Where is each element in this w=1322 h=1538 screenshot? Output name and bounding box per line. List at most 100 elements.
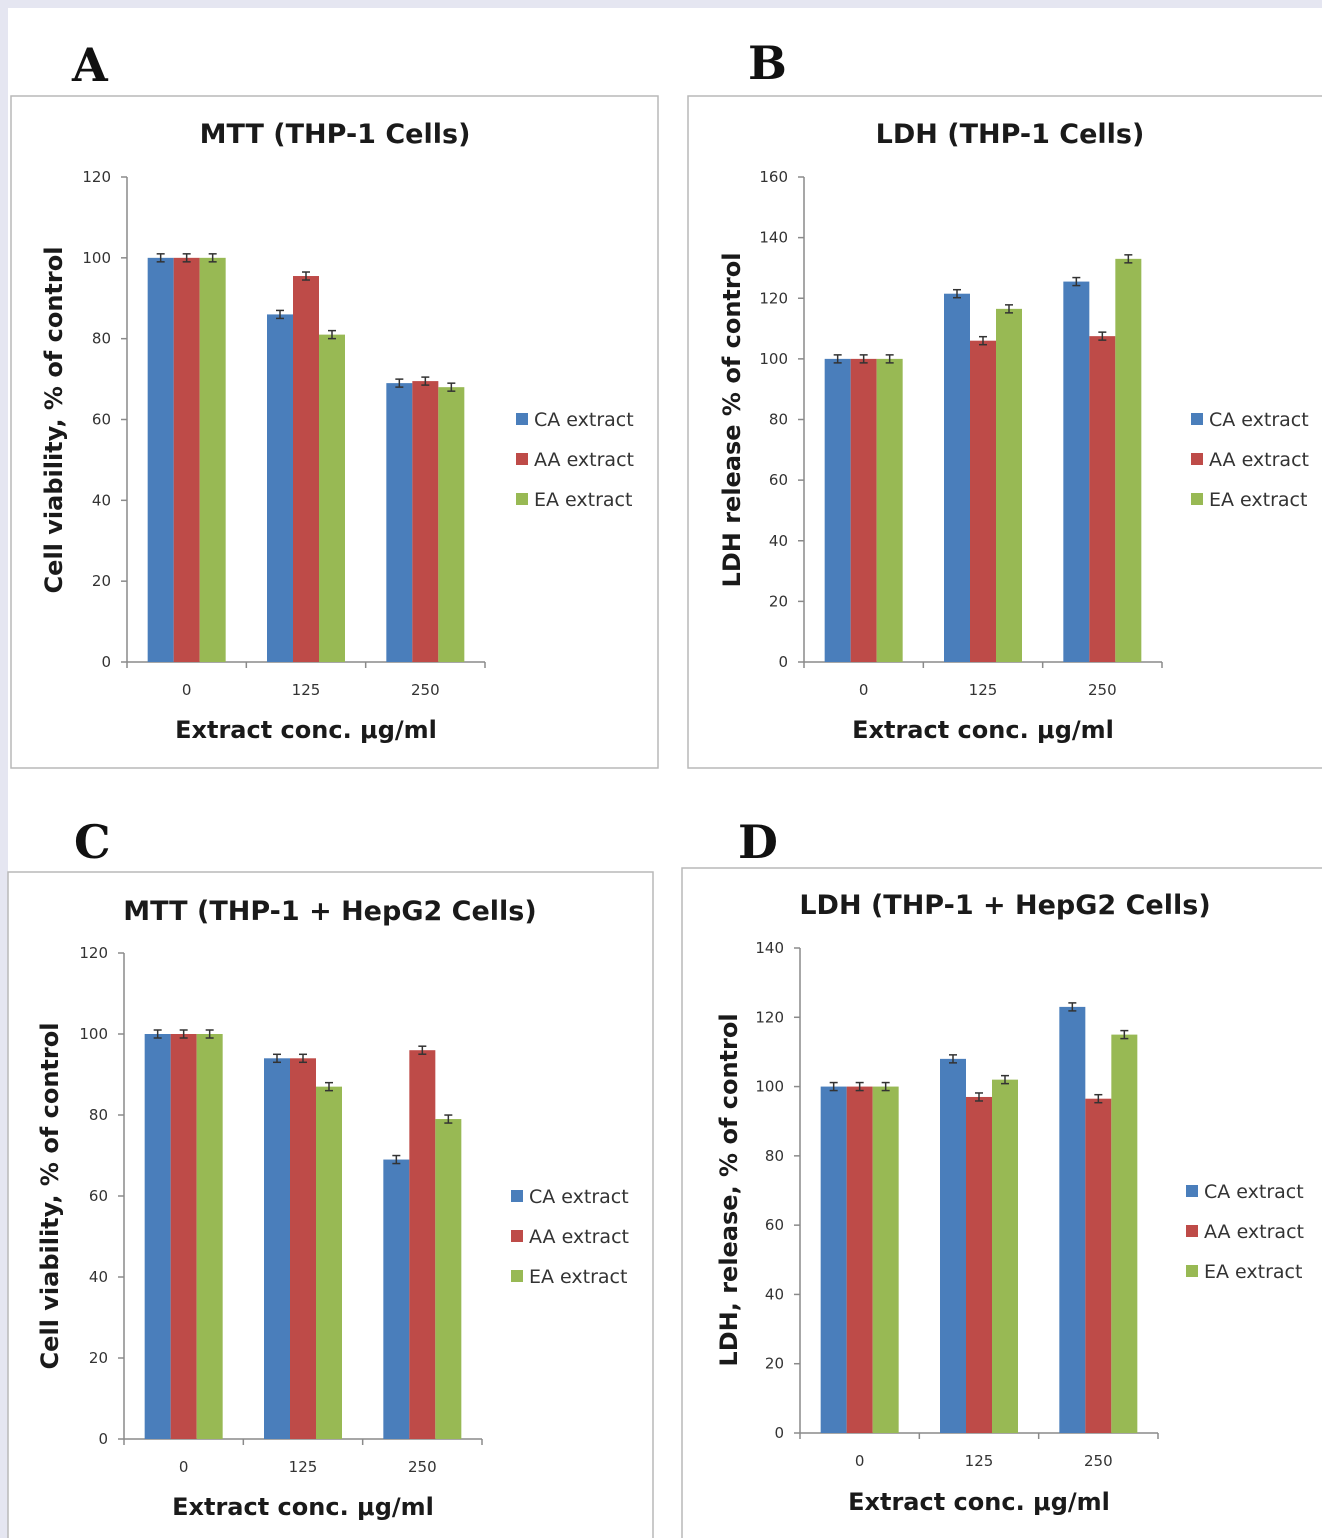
legend-swatch-aa [1186,1225,1198,1237]
x-axis-label: Extract conc. μg/ml [175,716,437,744]
bar-aa-125 [966,1096,992,1433]
bar-aa-0 [846,1086,873,1433]
y-tick-label: 40 [92,491,111,509]
legend-label: EA extract [1209,489,1307,511]
y-tick-label: 0 [778,653,788,671]
bar-ea-0 [872,1086,899,1433]
y-tick-label: 60 [92,411,111,429]
legend-label: AA extract [1209,449,1309,471]
bar-aa-0 [170,1034,197,1439]
y-tick-label: 40 [89,1268,108,1286]
y-axis-label: LDH release % of control [718,253,746,588]
legend-swatch-ea [1186,1265,1198,1277]
chart-title: MTT (THP-1 + HepG2 Cells) [123,896,536,927]
bar-ca-125 [940,1058,966,1433]
y-tick-label: 80 [89,1106,108,1124]
y-tick-label: 80 [769,411,788,429]
y-tick-label: 120 [82,168,111,186]
legend-label: CA extract [529,1186,629,1208]
bar-aa-0 [850,358,877,662]
y-axis-label: Cell viability, % of control [36,1023,64,1370]
bar-ca-125 [944,293,970,662]
legend-label: CA extract [1209,409,1309,431]
y-axis-label: Cell viability, % of control [40,247,68,594]
x-tick-label: 125 [969,681,998,699]
bar-aa-250 [1085,1098,1112,1433]
legend-swatch-ea [511,1270,523,1282]
bar-ea-0 [876,358,903,662]
legend-label: CA extract [534,409,634,431]
legend-label: CA extract [1204,1181,1304,1203]
bar-aa-125 [970,340,996,662]
y-tick-label: 60 [769,471,788,489]
bar-aa-0 [173,257,200,662]
y-tick-label: 20 [769,592,788,610]
legend-label: EA extract [529,1266,627,1288]
y-tick-label: 100 [82,249,111,267]
bar-aa-125 [290,1058,316,1439]
legend-swatch-aa [1191,453,1203,465]
bar-ca-250 [1059,1006,1086,1433]
legend-swatch-ca [516,413,528,425]
bar-ca-250 [383,1159,410,1439]
legend-label: AA extract [534,449,634,471]
y-tick-label: 100 [755,1078,784,1096]
legend-swatch-aa [511,1230,523,1242]
bar-aa-125 [293,276,319,662]
chart-2: LDH (THP-1 Cells) 0 20 40 60 80 100 120 140 160 0 1… [687,95,1322,769]
legend-swatch-ca [511,1190,523,1202]
y-tick-label: 20 [92,572,111,590]
y-tick-label: 140 [755,939,784,957]
x-tick-label: 125 [292,681,321,699]
chart-3: MTT (THP-1 + HepG2 Cells) 0 20 40 60 80 100 120… [7,871,654,1538]
bar-ea-125 [992,1079,1018,1433]
bar-ea-250 [435,1119,462,1439]
y-tick-label: 120 [755,1008,784,1026]
bar-ea-125 [996,308,1022,662]
legend-swatch-aa [516,453,528,465]
legend-swatch-ca [1191,413,1203,425]
y-tick-label: 40 [769,532,788,550]
chart-title: MTT (THP-1 Cells) [200,119,471,150]
x-tick-label: 250 [1084,1452,1113,1470]
bar-aa-250 [1089,336,1116,662]
legend-label: AA extract [1204,1221,1304,1243]
x-tick-label: 0 [855,1452,865,1470]
x-tick-label: 125 [965,1452,994,1470]
x-tick-label: 125 [289,1458,318,1476]
bar-ca-0 [144,1034,171,1439]
bar-ea-125 [319,334,345,662]
x-axis-label: Extract conc. μg/ml [848,1488,1110,1516]
bar-ca-125 [264,1058,290,1439]
bar-aa-250 [409,1050,436,1439]
panel-letter-c: C [74,815,111,869]
bar-ea-250 [438,387,465,662]
y-tick-label: 40 [765,1285,784,1303]
y-tick-label: 160 [759,168,788,186]
y-tick-label: 0 [98,1430,108,1448]
y-axis-label: LDH, release, % of control [715,1013,743,1366]
chart-4: LDH (THP-1 + HepG2 Cells) 0 20 40 60 80 100 120… [681,867,1322,1538]
x-tick-label: 250 [408,1458,437,1476]
bar-ea-0 [196,1034,223,1439]
panel-letter-a: A [72,38,108,92]
legend-swatch-ea [516,493,528,505]
y-tick-label: 80 [765,1147,784,1165]
x-tick-label: 250 [411,681,440,699]
y-tick-label: 0 [101,653,111,671]
y-tick-label: 140 [759,229,788,247]
bar-ca-0 [824,358,851,662]
y-tick-label: 100 [759,350,788,368]
bar-ca-0 [820,1086,847,1433]
panel-letter-b: B [748,36,787,90]
y-tick-label: 60 [89,1187,108,1205]
y-tick-label: 20 [89,1349,108,1367]
bar-aa-250 [412,381,439,662]
bar-ca-250 [386,383,413,662]
y-tick-label: 0 [774,1424,784,1442]
y-tick-label: 100 [79,1025,108,1043]
legend-swatch-ca [1186,1185,1198,1197]
bar-ea-0 [199,257,226,662]
legend-label: AA extract [529,1226,629,1248]
